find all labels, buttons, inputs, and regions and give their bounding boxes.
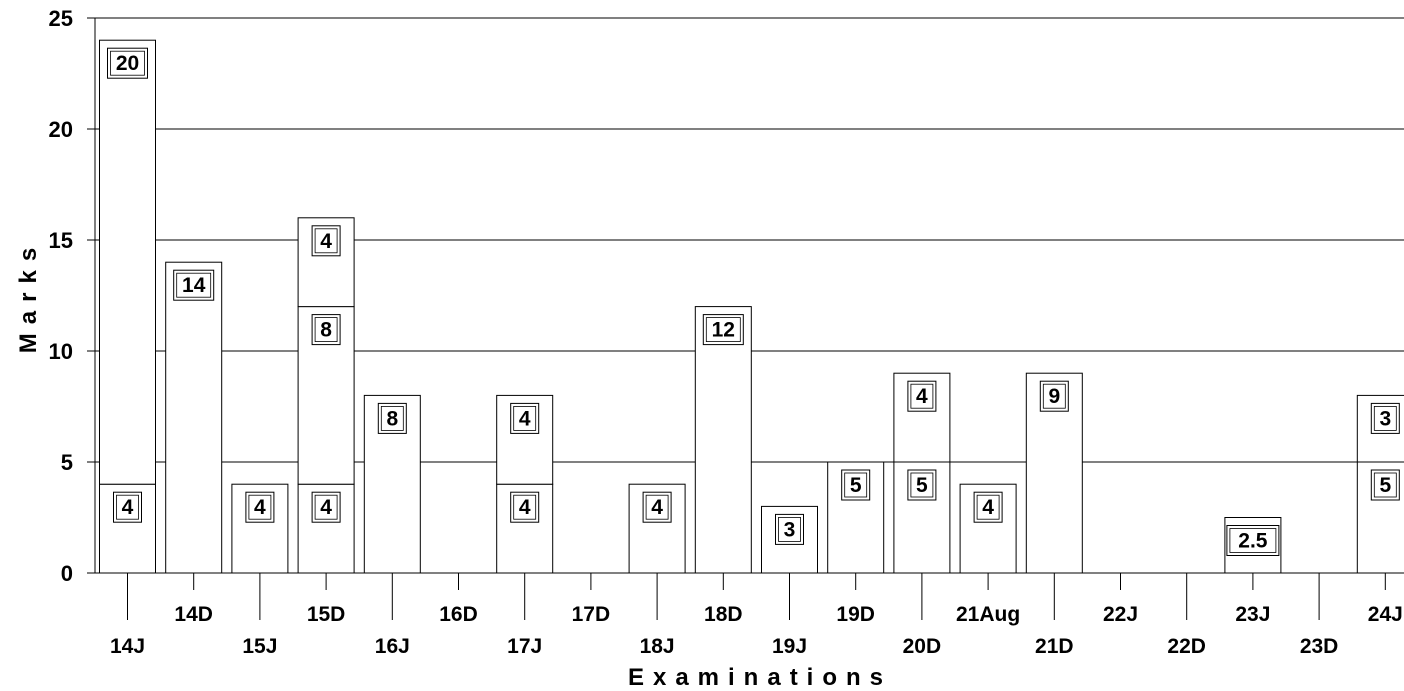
bar-value-label: 8 (386, 407, 398, 430)
x-tick-label: 17D (572, 603, 611, 626)
bar-value-box-inner (910, 472, 934, 498)
bar-value-label: 14 (182, 274, 206, 297)
bar-value-label: 4 (320, 496, 332, 519)
x-tick-label: 23D (1300, 635, 1339, 658)
bar-segment (165, 261, 223, 574)
bar-value-label: 3 (1379, 407, 1391, 430)
bar-segment (363, 394, 421, 574)
bar-value-box (1039, 380, 1069, 412)
bar-value-box-inner (1229, 528, 1277, 553)
bar-value-box-inner (844, 472, 868, 498)
bar-value-label: 4 (519, 407, 531, 430)
x-tick-label: 17J (507, 635, 542, 658)
y-tick-label: 10 (49, 339, 73, 364)
bar-value-box-inner (1373, 405, 1397, 431)
bars: 4 20 14 4 4 8 4 8 4 4 4 12 3 5 5 4 4 9 2.5 5 3 (99, 39, 1404, 574)
bar-value-label: 8 (320, 319, 332, 342)
bar-value-box-inner (705, 317, 741, 343)
bar-value-box (245, 491, 275, 523)
bar-value-box-inner (248, 494, 272, 520)
x-tick-label: 15D (307, 603, 346, 626)
bar-value-label: 4 (651, 496, 663, 519)
bar-value-label: 9 (1048, 385, 1060, 408)
axes: 0 5 10 15 20 25 14J 14D 15J 15D 16J 16D 17J 17D 18J 18D… (49, 6, 1404, 658)
y-tick-label: 0 (61, 561, 73, 586)
bar-value-box (1226, 525, 1280, 556)
x-tick-label: 24J (1368, 603, 1403, 626)
x-tick-label: 21Aug (956, 603, 1020, 626)
y-tick-label: 25 (49, 6, 73, 31)
bar-value-box-inner (778, 517, 801, 542)
bar-value-label: 5 (850, 474, 862, 497)
bar-value-label: 4 (916, 385, 928, 408)
x-axis-title: Examinations (628, 664, 892, 691)
bar-value-box (775, 513, 804, 545)
bar-value-box-inner (314, 317, 338, 343)
x-tick-label: 15J (242, 635, 277, 658)
bar-value-box (113, 491, 142, 523)
bar-value-box-inner (176, 272, 212, 298)
bar-value-box-inner (1373, 472, 1397, 498)
bar-value-box-inner (380, 405, 404, 431)
bar-value-label: 12 (712, 319, 735, 342)
y-axis-title: Marks (15, 239, 42, 353)
bar-value-label: 4 (122, 496, 134, 519)
x-tick-label: 23J (1235, 603, 1270, 626)
bar-value-box (1370, 469, 1400, 501)
bar-value-box-inner (110, 50, 145, 76)
x-tick-label: 21D (1035, 635, 1074, 658)
bar-value-label: 4 (320, 230, 332, 253)
bar-value-box (510, 491, 540, 523)
bar-value-box (1370, 402, 1400, 434)
bar-value-box-inner (1042, 383, 1066, 409)
bar-value-label: 3 (784, 518, 796, 541)
x-tick-label: 19J (772, 635, 807, 658)
x-tick-label: 18D (704, 603, 743, 626)
bar-value-box-inner (910, 383, 934, 409)
bar-value-box (642, 491, 672, 523)
y-tick-label: 5 (61, 450, 73, 475)
x-tick-label: 16J (375, 635, 410, 658)
bar-value-label: 4 (519, 496, 531, 519)
x-tick-label: 19D (836, 603, 875, 626)
bar-value-box-inner (314, 228, 338, 254)
bar-value-label: 4 (254, 496, 266, 519)
bar-segment (99, 39, 156, 485)
x-tick-label: 16D (439, 603, 478, 626)
x-tick-label: 18J (640, 635, 675, 658)
bar-value-box (510, 402, 540, 434)
bar-value-box-inner (116, 494, 139, 520)
bar-value-label: 2.5 (1238, 530, 1268, 553)
bar-value-box (173, 269, 215, 301)
bar-value-label: 4 (982, 496, 994, 519)
bar-value-label: 20 (116, 52, 139, 75)
bar-value-box (311, 314, 341, 346)
bar-value-box-inner (314, 494, 338, 520)
bar-value-box-inner (976, 494, 1000, 520)
bar-value-box (107, 47, 148, 79)
x-tick-label: 14D (174, 603, 213, 626)
bar-value-label: 5 (916, 474, 928, 497)
x-tick-label: 22J (1103, 603, 1138, 626)
bar-value-box-inner (645, 494, 669, 520)
bar-value-box (907, 469, 937, 501)
x-tick-label: 14J (110, 635, 145, 658)
bar-segment (694, 306, 752, 574)
bar-value-box (311, 225, 341, 257)
bar-value-box-inner (513, 494, 537, 520)
bar-value-box (377, 402, 407, 434)
bar-value-box-inner (513, 405, 537, 431)
x-tick-label: 20D (903, 635, 942, 658)
bar-value-box (702, 314, 744, 346)
bar-value-box (973, 491, 1003, 523)
y-tick-label: 15 (49, 228, 73, 253)
bar-value-box (907, 380, 937, 412)
bar-value-box (841, 469, 871, 501)
bar-value-label: 5 (1379, 474, 1391, 497)
y-tick-label: 20 (49, 117, 73, 142)
x-tick-label: 22D (1167, 635, 1206, 658)
bar-value-box (311, 491, 341, 523)
